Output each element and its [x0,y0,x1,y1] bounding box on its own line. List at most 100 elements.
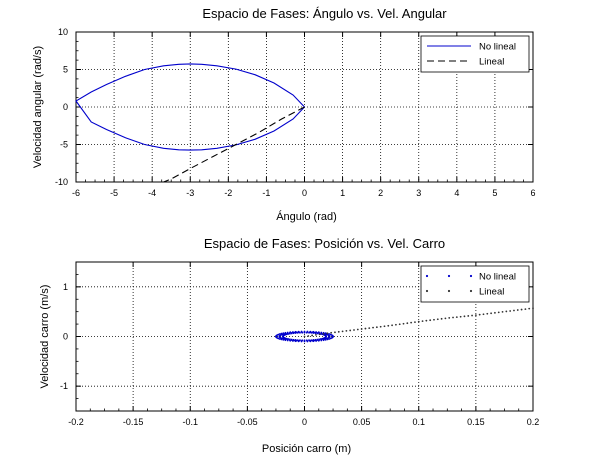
plot-series [275,307,534,343]
point-lineal [307,335,310,337]
plot-frame [75,31,534,183]
point-lineal [421,320,424,323]
point-no-lineal [325,335,327,338]
x-tick-label: 0.1 [412,417,425,427]
x-tick-label: -0.05 [237,417,258,427]
legend-label: Lineal [479,57,504,68]
x-axis-label: Posición carro (m) [262,443,351,455]
legend-box [420,35,530,73]
point-lineal [429,319,432,322]
point-lineal [486,312,489,315]
legend-swatch [425,289,429,293]
point-lineal [471,314,473,317]
point-no-lineal [287,338,290,340]
point-lineal [391,324,393,327]
point-lineal [395,323,397,326]
legend-label: Lineal [479,287,504,298]
legend-swatch [447,289,451,293]
point-no-lineal [289,338,291,341]
point-lineal [353,329,355,331]
legend: No lineal Lineal [420,35,530,73]
point-lineal [474,314,477,317]
point-lineal [318,333,321,336]
legend-swatch [425,274,429,278]
point-lineal [433,318,435,321]
chart-title: Espacio de Fases: Ángulo vs. Vel. Angula… [202,6,447,21]
x-tick-label: -2 [224,188,232,198]
legend-swatch [447,274,451,278]
point-no-lineal [329,337,332,340]
point-lineal [532,307,534,310]
point-no-lineal [316,332,319,335]
y-tick-label: 0 [63,102,68,112]
point-lineal [337,330,340,333]
point-no-lineal [332,335,334,337]
x-tick-label: 0.15 [467,417,485,427]
point-lineal [482,313,485,316]
point-no-lineal [318,338,320,341]
point-lineal [425,319,428,322]
x-tick-label: 2 [378,188,383,198]
point-no-lineal [308,331,310,334]
point-lineal [303,335,306,338]
point-no-lineal [303,339,306,342]
point-no-lineal [303,331,306,334]
x-tick-label: 0.05 [353,417,371,427]
point-lineal [375,326,378,329]
point-lineal [311,334,314,337]
point-no-lineal [314,332,317,335]
point-no-lineal [301,331,304,334]
point-no-lineal [319,338,322,340]
x-tick-label: -0.2 [68,417,84,427]
point-lineal [368,327,371,330]
point-lineal [478,313,481,316]
point-no-lineal [286,333,288,336]
point-lineal [501,310,504,313]
point-no-lineal [312,332,315,334]
point-lineal [402,322,405,325]
point-lineal [505,310,508,313]
point-lineal [345,330,348,332]
point-no-lineal [310,332,313,334]
point-no-lineal [299,339,301,342]
point-no-lineal [328,335,331,337]
point-lineal [436,318,439,321]
point-lineal [497,311,500,314]
point-no-lineal [277,333,280,336]
point-lineal [315,334,317,336]
point-lineal [463,315,466,318]
plot-series [75,63,305,183]
y-axis-label: Velocidad angular (rad/s) [32,46,44,168]
point-lineal [528,307,531,310]
plot-frame [75,261,534,412]
point-lineal [387,324,390,327]
point-lineal [490,312,493,315]
x-tick-label: 5 [492,188,497,198]
point-no-lineal [292,338,295,341]
point-lineal [398,323,401,326]
x-tick-label: -1 [262,188,270,198]
point-no-lineal [296,332,299,334]
point-lineal [509,310,512,312]
chart-2: Espacio de Fases: Posición vs. Vel. Carr… [39,236,539,455]
x-tick-label: 0 [302,417,307,427]
chart-title: Espacio de Fases: Posición vs. Vel. Carr… [204,236,445,251]
x-axis-label: Ángulo (rad) [276,210,337,223]
point-lineal [520,308,523,311]
point-lineal [341,330,344,333]
point-lineal [330,331,333,334]
point-no-lineal [305,331,308,334]
point-lineal [524,308,527,311]
y-tick-label: -1 [60,381,68,391]
point-lineal [494,311,496,314]
x-tick-label: 1 [340,188,345,198]
chart-1: Espacio de Fases: Ángulo vs. Vel. Angula… [32,6,536,223]
legend-swatch [469,289,473,293]
y-axis-label: Velocidad carro (m/s) [39,285,51,389]
x-tick-label: -6 [72,188,80,198]
point-no-lineal [321,337,323,340]
point-lineal [326,332,329,335]
point-no-lineal [314,338,317,341]
point-lineal [360,328,363,330]
